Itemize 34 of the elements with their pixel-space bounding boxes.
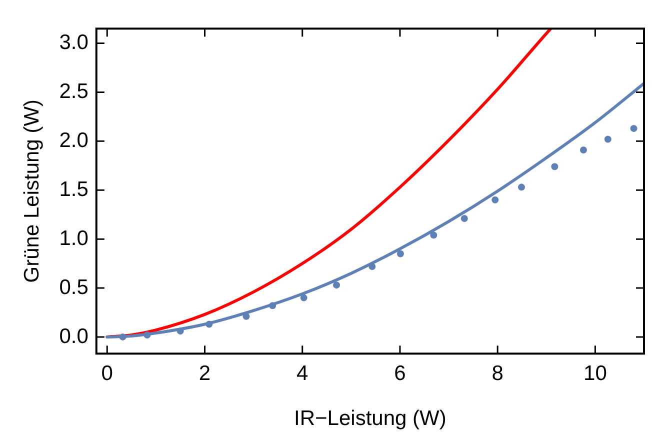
- y-tick-label: 0.0: [59, 324, 88, 348]
- point: [333, 282, 340, 289]
- x-tick-label: 0: [101, 362, 113, 385]
- y-tick-label: 2.5: [59, 80, 88, 104]
- point: [396, 250, 404, 258]
- y-tick-label: 0.5: [59, 276, 88, 299]
- y-tick-label: 2.0: [59, 128, 88, 152]
- y-tick-label: 3.0: [59, 31, 88, 54]
- point: [119, 333, 126, 340]
- point: [300, 294, 308, 302]
- x-tick-label: 2: [198, 362, 211, 385]
- point: [492, 196, 499, 204]
- point: [604, 136, 612, 143]
- point: [269, 302, 276, 310]
- y-axis-title: Grüne Leistung (W): [20, 99, 44, 283]
- x-tick-label: 6: [394, 362, 406, 385]
- x-tick-label: 4: [296, 362, 309, 385]
- point: [630, 124, 638, 132]
- point: [144, 332, 151, 338]
- x-tick-label: 10: [584, 362, 607, 385]
- point: [580, 146, 587, 154]
- y-tick-label: 1.0: [59, 226, 88, 250]
- point: [551, 163, 558, 170]
- point: [176, 328, 184, 335]
- point: [206, 320, 213, 328]
- x-axis-title: IR−Leistung (W): [294, 407, 446, 430]
- line-series: [106, 82, 644, 338]
- point: [460, 215, 468, 222]
- point: [242, 312, 250, 320]
- point: [368, 262, 376, 270]
- point: [430, 232, 438, 239]
- x-tick-label: 8: [492, 362, 504, 385]
- y-tick-label: 1.5: [59, 178, 88, 201]
- point: [518, 184, 525, 191]
